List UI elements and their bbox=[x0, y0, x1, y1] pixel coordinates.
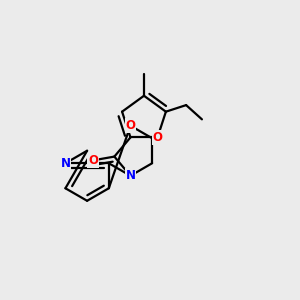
Text: N: N bbox=[125, 169, 136, 182]
Text: O: O bbox=[152, 131, 163, 144]
Text: O: O bbox=[125, 119, 136, 132]
Text: N: N bbox=[60, 157, 70, 170]
Text: O: O bbox=[88, 154, 98, 167]
